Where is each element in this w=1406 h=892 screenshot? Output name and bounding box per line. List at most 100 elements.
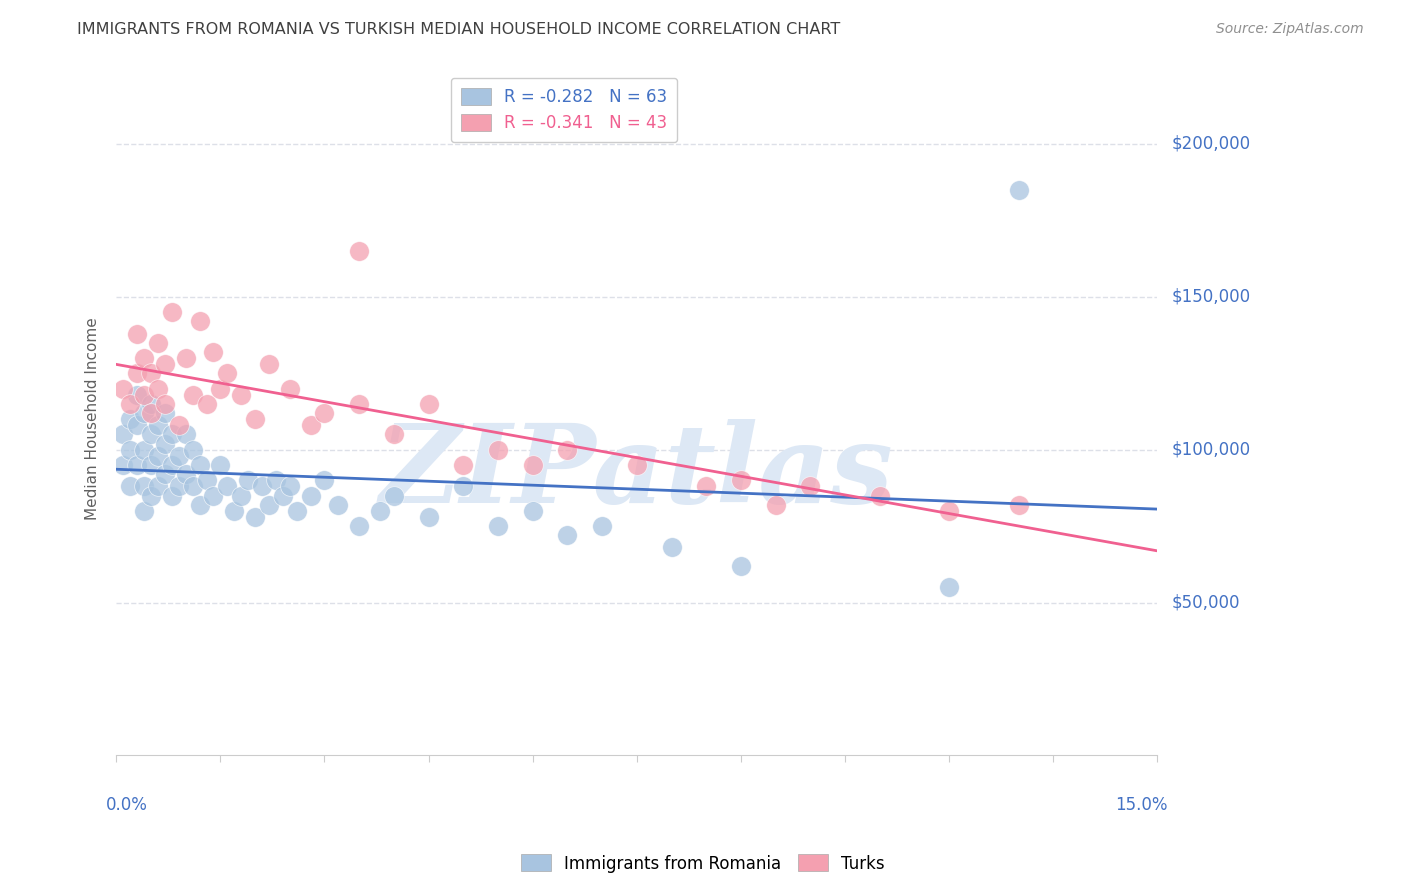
Point — [314, 473, 336, 487]
Point — [112, 382, 135, 396]
Point — [112, 458, 135, 472]
Point — [120, 412, 142, 426]
Point — [209, 382, 232, 396]
Point — [132, 406, 155, 420]
Text: 0.0%: 0.0% — [105, 796, 148, 814]
Point — [160, 489, 183, 503]
Point — [139, 406, 162, 420]
Point — [195, 397, 218, 411]
Point — [120, 397, 142, 411]
Text: $200,000: $200,000 — [1171, 135, 1250, 153]
Point — [257, 498, 280, 512]
Point — [153, 406, 176, 420]
Text: IMMIGRANTS FROM ROMANIA VS TURKISH MEDIAN HOUSEHOLD INCOME CORRELATION CHART: IMMIGRANTS FROM ROMANIA VS TURKISH MEDIA… — [77, 22, 841, 37]
Point — [938, 580, 960, 594]
Point — [730, 473, 752, 487]
Point — [418, 397, 440, 411]
Point — [382, 489, 405, 503]
Point — [382, 427, 405, 442]
Point — [127, 458, 149, 472]
Legend: Immigrants from Romania, Turks: Immigrants from Romania, Turks — [515, 847, 891, 880]
Point — [522, 504, 544, 518]
Point — [127, 418, 149, 433]
Point — [418, 510, 440, 524]
Point — [174, 427, 197, 442]
Point — [661, 541, 683, 555]
Point — [146, 479, 169, 493]
Point — [188, 314, 211, 328]
Point — [557, 528, 579, 542]
Point — [181, 387, 204, 401]
Point — [250, 479, 273, 493]
Text: $50,000: $50,000 — [1171, 593, 1240, 612]
Point — [139, 366, 162, 380]
Point — [347, 397, 370, 411]
Point — [160, 305, 183, 319]
Point — [167, 479, 190, 493]
Point — [231, 489, 253, 503]
Point — [453, 479, 475, 493]
Point — [938, 504, 960, 518]
Point — [160, 427, 183, 442]
Point — [132, 504, 155, 518]
Text: Source: ZipAtlas.com: Source: ZipAtlas.com — [1216, 22, 1364, 37]
Point — [278, 479, 301, 493]
Point — [236, 473, 259, 487]
Point — [167, 449, 190, 463]
Point — [139, 427, 162, 442]
Point — [174, 467, 197, 482]
Point — [231, 387, 253, 401]
Y-axis label: Median Household Income: Median Household Income — [86, 318, 100, 520]
Point — [285, 504, 308, 518]
Point — [202, 344, 225, 359]
Point — [626, 458, 648, 472]
Point — [765, 498, 787, 512]
Point — [299, 489, 322, 503]
Point — [243, 510, 266, 524]
Point — [730, 558, 752, 573]
Point — [328, 498, 350, 512]
Point — [153, 467, 176, 482]
Point — [217, 479, 239, 493]
Point — [132, 351, 155, 365]
Point — [486, 519, 509, 533]
Point — [299, 418, 322, 433]
Point — [160, 458, 183, 472]
Text: $150,000: $150,000 — [1171, 288, 1250, 306]
Point — [799, 479, 821, 493]
Point — [146, 449, 169, 463]
Point — [127, 326, 149, 341]
Point — [139, 397, 162, 411]
Point — [217, 366, 239, 380]
Point — [869, 489, 891, 503]
Point — [181, 479, 204, 493]
Point — [195, 473, 218, 487]
Point — [243, 412, 266, 426]
Point — [174, 351, 197, 365]
Point — [188, 498, 211, 512]
Point — [132, 387, 155, 401]
Point — [146, 418, 169, 433]
Point — [127, 366, 149, 380]
Point — [139, 489, 162, 503]
Point — [188, 458, 211, 472]
Point — [153, 436, 176, 450]
Point — [257, 357, 280, 371]
Point — [209, 458, 232, 472]
Point — [146, 335, 169, 350]
Point — [347, 244, 370, 258]
Point — [486, 442, 509, 457]
Point — [181, 442, 204, 457]
Text: 15.0%: 15.0% — [1115, 796, 1168, 814]
Point — [453, 458, 475, 472]
Point — [522, 458, 544, 472]
Point — [112, 427, 135, 442]
Point — [591, 519, 613, 533]
Point — [120, 442, 142, 457]
Point — [153, 397, 176, 411]
Point — [314, 406, 336, 420]
Point — [127, 387, 149, 401]
Text: ZIPatlas: ZIPatlas — [380, 419, 894, 526]
Point — [146, 382, 169, 396]
Point — [120, 479, 142, 493]
